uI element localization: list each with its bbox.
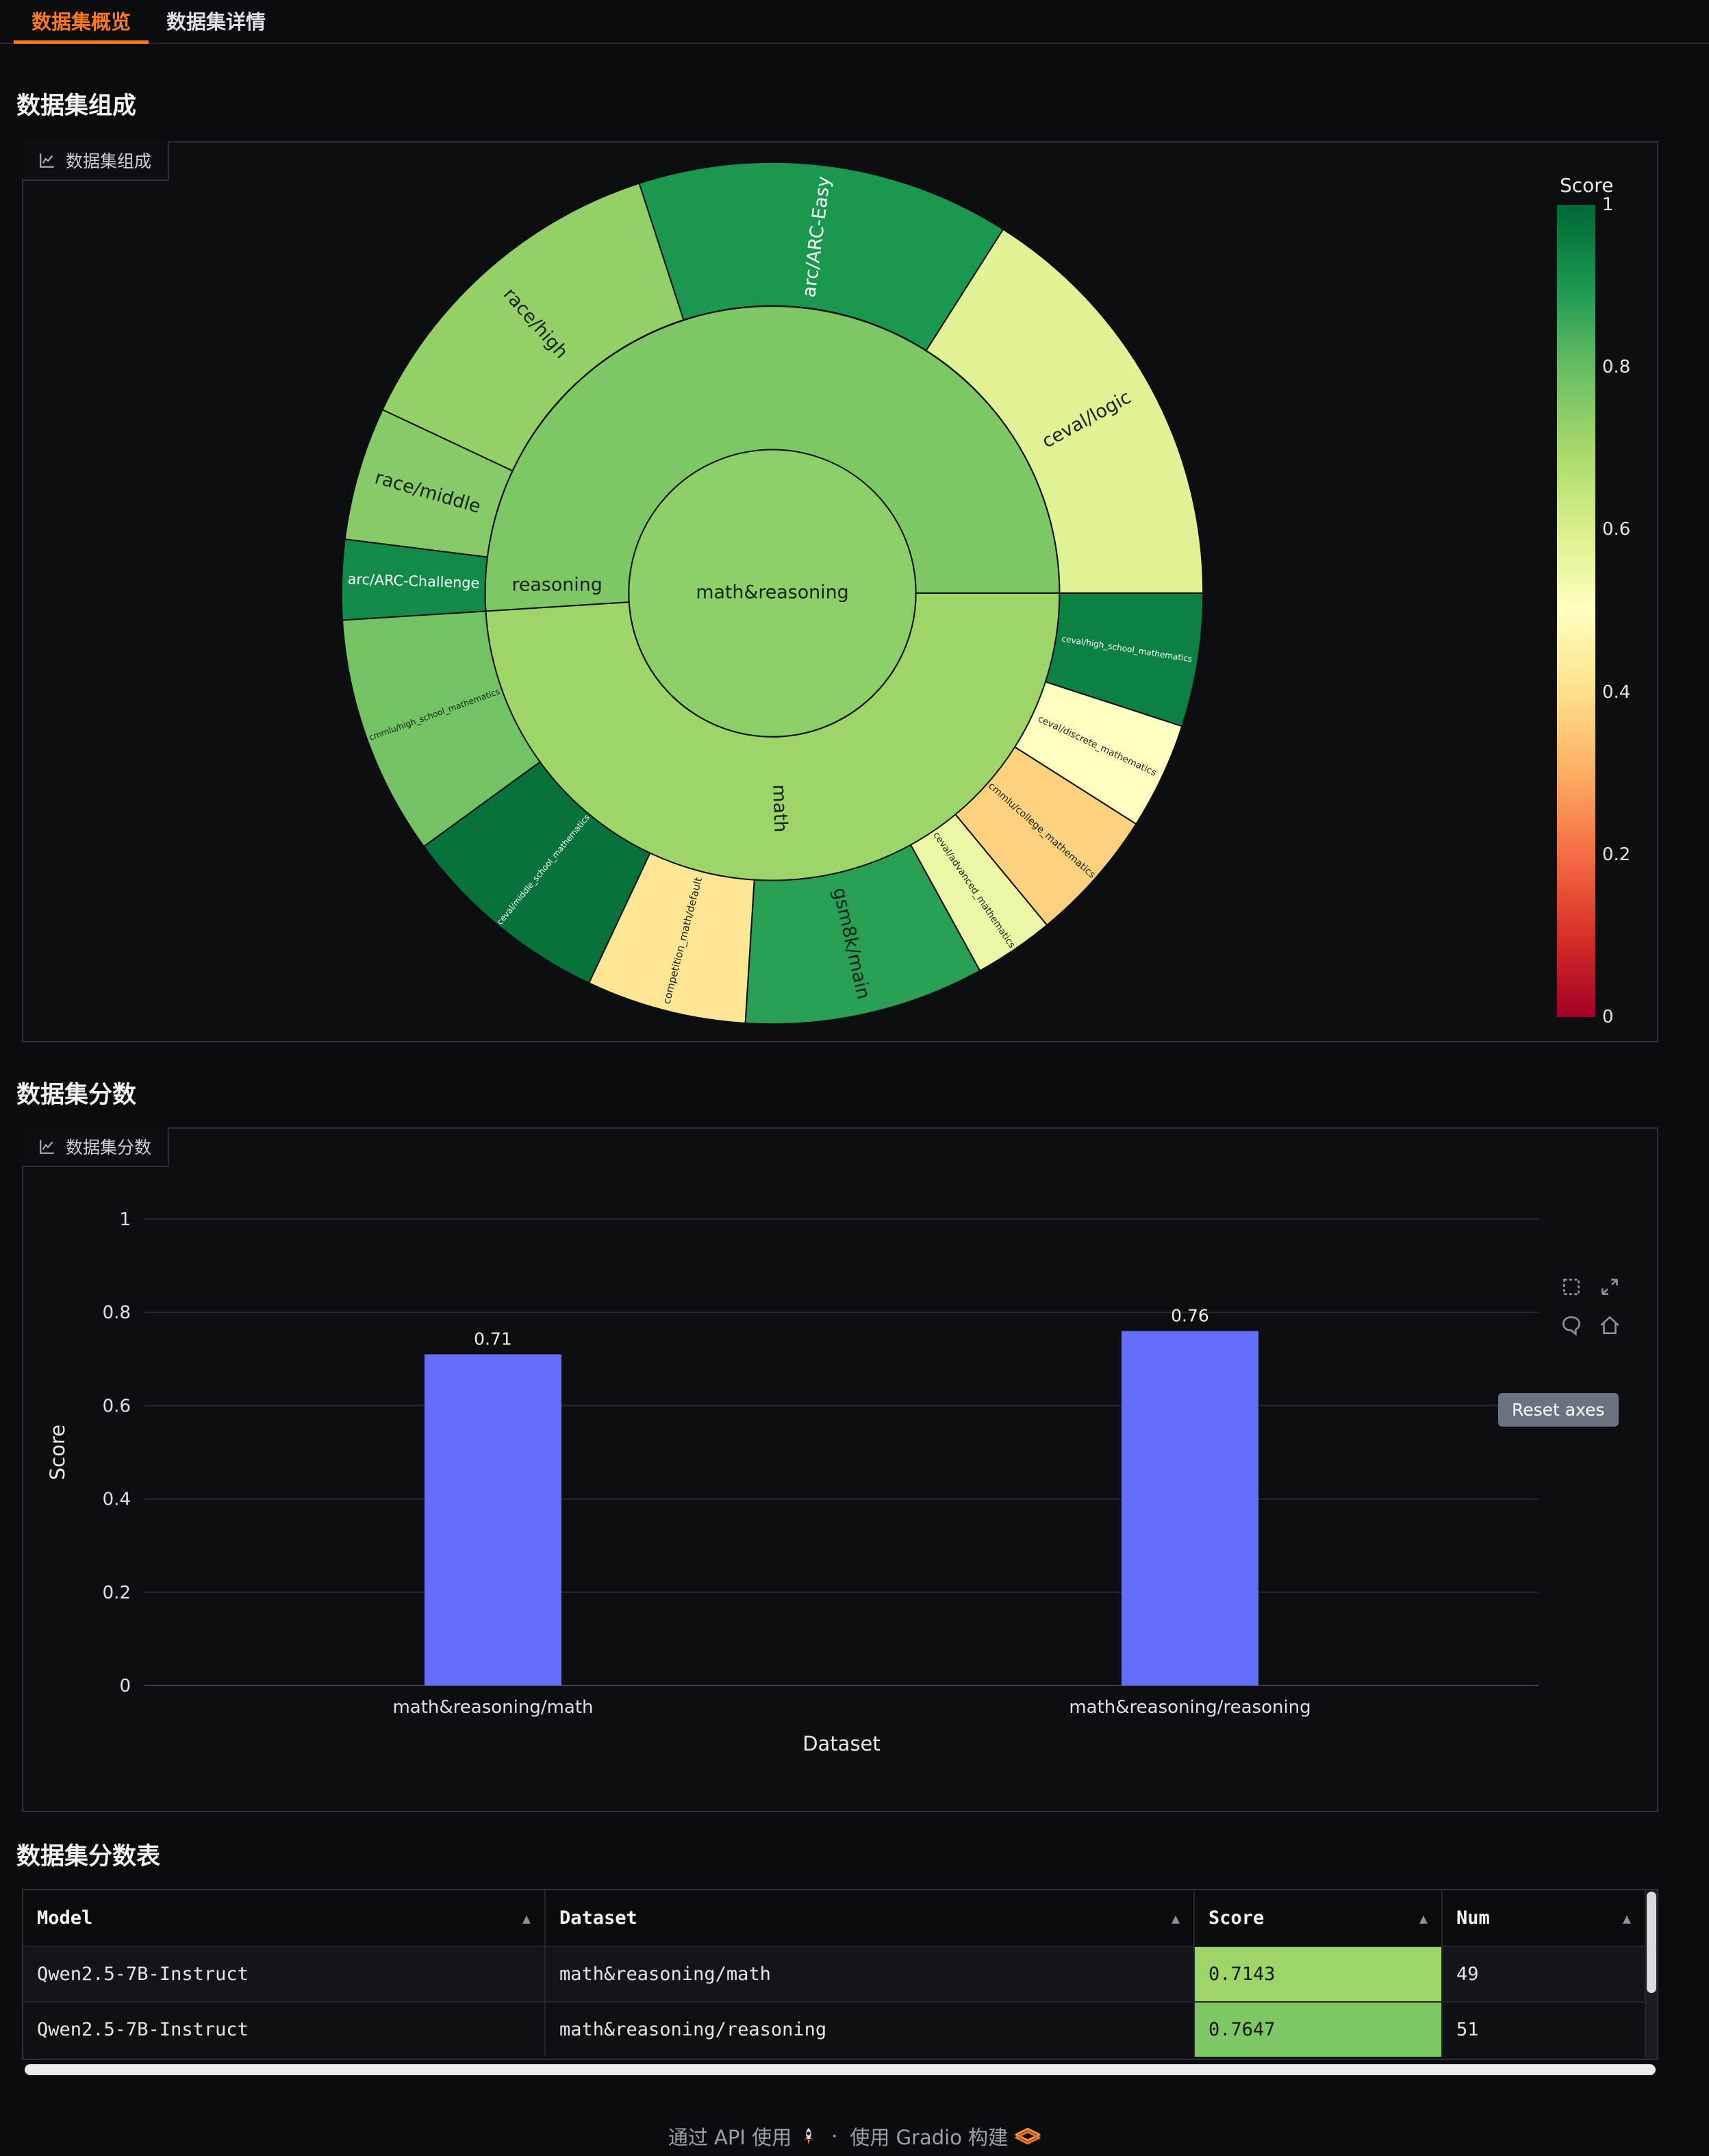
colorbar-tick: 1: [1602, 195, 1614, 215]
y-tick-label: 0.6: [103, 1396, 131, 1416]
cell-score-1[interactable]: 0.7647: [1195, 2001, 1443, 2057]
sort-icon[interactable]: ▲: [1622, 1909, 1631, 1927]
column-header-label: Score: [1208, 1907, 1265, 1929]
reset-axes-tooltip: Reset axes: [1498, 1393, 1619, 1427]
x-tick-label: math&reasoning/reasoning: [1069, 1697, 1311, 1718]
vertical-scrollbar-thumb[interactable]: [1647, 1892, 1656, 1993]
horizontal-scrollbar-thumb[interactable]: [25, 2064, 1656, 2075]
x-tick-label: math&reasoning/math: [392, 1697, 593, 1718]
column-header-label: Dataset: [559, 1907, 637, 1929]
cell-model-0[interactable]: Qwen2.5-7B-Instruct: [23, 1946, 546, 2001]
horizontal-scrollbar[interactable]: [25, 2064, 1656, 2075]
score-table: Model ▲ Dataset ▲ Score ▲ Num ▲ Qwen2.5-7B-Instr…: [22, 1889, 1658, 2060]
composition-section-title: 数据集组成: [16, 92, 137, 120]
bar-value-label: 0.71: [474, 1329, 512, 1349]
colorbar-title: Score: [1560, 174, 1614, 197]
sunburst-label: reasoning: [511, 575, 602, 596]
gradio-logo-icon: [1015, 2127, 1041, 2145]
x-axis-title: Dataset: [802, 1732, 881, 1755]
cell-score-0[interactable]: 0.7143: [1195, 1946, 1443, 2001]
column-header-label: Num: [1456, 1907, 1490, 1929]
y-tick-label: 1: [119, 1209, 131, 1230]
y-tick-label: 0.8: [103, 1303, 131, 1323]
built-with-gradio-link[interactable]: 使用 Gradio 构建: [850, 2122, 1041, 2151]
sort-icon[interactable]: ▲: [522, 1909, 531, 1927]
tab-dataset-details[interactable]: 数据集详情: [166, 10, 266, 34]
cell-dataset-0[interactable]: math&reasoning/math: [546, 1946, 1195, 2001]
sort-icon[interactable]: ▲: [1419, 1909, 1428, 1927]
bar-math-reasoning-reasoning[interactable]: [1122, 1331, 1258, 1685]
sunburst-segment-arc-arc-easy[interactable]: [638, 161, 1004, 352]
reset-axes-home-icon[interactable]: [1598, 1314, 1621, 1337]
cell-dataset-1[interactable]: math&reasoning/reasoning: [546, 2001, 1195, 2057]
rocket-icon: [804, 2128, 814, 2144]
bar-chart[interactable]: 0 0.2 0.4 0.6 0.8 1 0.71 math&reasoning/math 0.7…: [23, 1129, 1657, 1811]
colorbar-tick: 0: [1602, 1007, 1614, 1027]
tab-dataset-overview[interactable]: 数据集概览: [14, 0, 149, 44]
scores-panel-label-text: 数据集分数: [66, 1138, 152, 1157]
cell-num-1[interactable]: 51: [1443, 2001, 1646, 2057]
y-axis-title: Score: [46, 1425, 69, 1480]
built-with-gradio-label: 使用 Gradio 构建: [850, 2126, 1009, 2149]
composition-panel: 数据集组成 math ceval/high_school_mathematics c…: [22, 141, 1658, 1042]
cell-num-0[interactable]: 49: [1443, 1946, 1646, 2001]
sunburst-segment-ceval-logic[interactable]: [925, 228, 1204, 594]
cell-model-1[interactable]: Qwen2.5-7B-Instruct: [23, 2001, 546, 2057]
y-tick-label: 0: [119, 1676, 131, 1696]
table-header-row: Model ▲ Dataset ▲ Score ▲ Num ▲: [23, 1890, 1646, 1946]
line-chart-icon: [40, 1140, 54, 1154]
column-header-label: Model: [37, 1907, 93, 1929]
colorbar-tick: 0.4: [1602, 681, 1631, 703]
colorbar-tick: 0.8: [1602, 357, 1631, 378]
scores-section-title: 数据集分数: [16, 1081, 137, 1109]
colorbar-tick: 0.2: [1602, 844, 1631, 865]
table-row: Qwen2.5-7B-Instruct math&reasoning/math 0.…: [23, 1946, 1646, 2001]
box-select-icon[interactable]: [1560, 1275, 1583, 1299]
sunburst-chart[interactable]: mathceval/high_school_mathematicsceval/d…: [323, 144, 1221, 1042]
column-header-model[interactable]: Model ▲: [23, 1890, 546, 1946]
column-header-score[interactable]: Score ▲: [1195, 1890, 1443, 1946]
table-row: Qwen2.5-7B-Instruct math&reasoning/reason…: [23, 2001, 1646, 2057]
use-via-api-label: 通过 API 使用: [668, 2126, 792, 2149]
hover-tooltip-icon[interactable]: [1560, 1314, 1583, 1337]
colorbar-tick: 0.6: [1602, 519, 1631, 540]
tab-bar: 数据集概览 数据集详情: [0, 0, 1709, 44]
plotly-modebar: [1560, 1275, 1628, 1344]
vertical-scrollbar[interactable]: [1646, 1890, 1657, 2059]
score-table-section-title: 数据集分数表: [16, 1843, 161, 1870]
use-via-api-link[interactable]: 通过 API 使用: [668, 2122, 819, 2151]
bar-math-reasoning-math[interactable]: [425, 1354, 561, 1685]
column-header-num[interactable]: Num ▲: [1443, 1890, 1646, 1946]
autoscale-icon[interactable]: [1598, 1275, 1621, 1299]
y-tick-label: 0.4: [103, 1490, 131, 1510]
colorbar: Score 1 0.8 0.6 0.4 0.2 0: [1557, 174, 1660, 1037]
footer-separator: ·: [831, 2124, 838, 2148]
sort-icon[interactable]: ▲: [1171, 1909, 1180, 1927]
bar-value-label: 0.76: [1171, 1305, 1209, 1325]
sunburst-label: math: [768, 784, 791, 833]
composition-panel-label: 数据集组成: [22, 141, 170, 181]
y-tick-label: 0.2: [103, 1583, 131, 1603]
composition-panel-label-text: 数据集组成: [66, 151, 152, 171]
colorbar-gradient: [1557, 205, 1595, 1017]
sunburst-root-label: math&reasoning: [696, 582, 848, 603]
scores-panel-label: 数据集分数: [22, 1127, 170, 1167]
scores-panel: 数据集分数 0 0.2 0.4 0.6 0.8 1 0.71 math&reasoning/m…: [22, 1127, 1658, 1812]
footer: 通过 API 使用 · 使用 Gradio 构建: [0, 2122, 1709, 2151]
score-table-grid: Model ▲ Dataset ▲ Score ▲ Num ▲ Qwen2.5-7B-Instr…: [23, 1890, 1646, 2059]
line-chart-icon: [40, 153, 54, 168]
column-header-dataset[interactable]: Dataset ▲: [546, 1890, 1195, 1946]
